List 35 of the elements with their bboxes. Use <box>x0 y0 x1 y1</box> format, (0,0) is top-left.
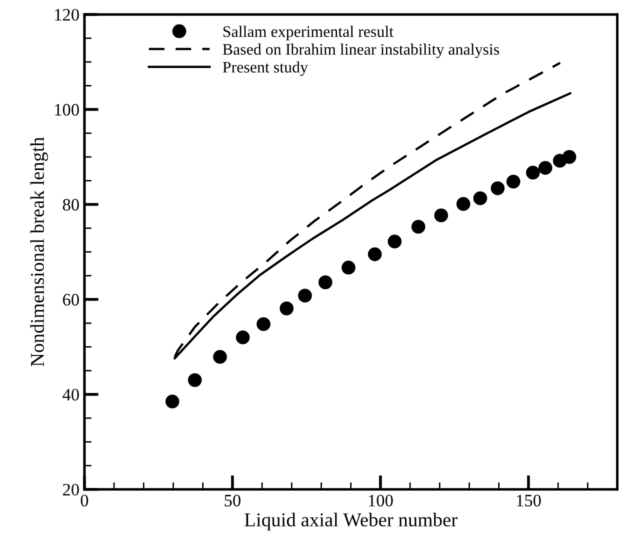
point <box>388 234 402 248</box>
point <box>298 288 312 303</box>
point <box>165 394 180 408</box>
point <box>456 197 470 211</box>
point <box>526 166 540 180</box>
x-tick-label: 150 <box>516 494 541 506</box>
legend-label: Sallam experimental result <box>223 26 394 40</box>
point <box>236 330 250 344</box>
point <box>256 317 270 332</box>
point <box>506 174 520 189</box>
point <box>368 247 382 262</box>
y-axis-title: Nondimensional break length <box>30 137 48 366</box>
legend-label: Based on Ibrahim linear instability analysis <box>222 44 500 58</box>
point <box>318 275 332 290</box>
x-tick-label: 100 <box>368 494 393 506</box>
point <box>411 220 426 234</box>
x-tick-label: 50 <box>224 494 240 506</box>
x-axis-title: Liquid axial Weber number <box>244 512 458 530</box>
point <box>562 150 576 164</box>
y-tick-label: 20 <box>62 484 79 496</box>
point <box>188 373 202 388</box>
y-tick-label: 100 <box>55 104 79 116</box>
legend-label: Present study <box>222 61 308 76</box>
y-tick-label: 80 <box>62 198 79 211</box>
y-tick-label: 120 <box>55 8 79 21</box>
point <box>538 160 552 175</box>
point <box>434 208 448 222</box>
point <box>342 260 356 274</box>
point <box>473 191 488 206</box>
y-tick-label: 60 <box>62 294 79 306</box>
point <box>490 181 505 196</box>
y-tick-label: 40 <box>62 388 79 401</box>
x-tick-label: 0 <box>80 494 88 506</box>
point <box>280 302 294 316</box>
point <box>213 350 227 364</box>
